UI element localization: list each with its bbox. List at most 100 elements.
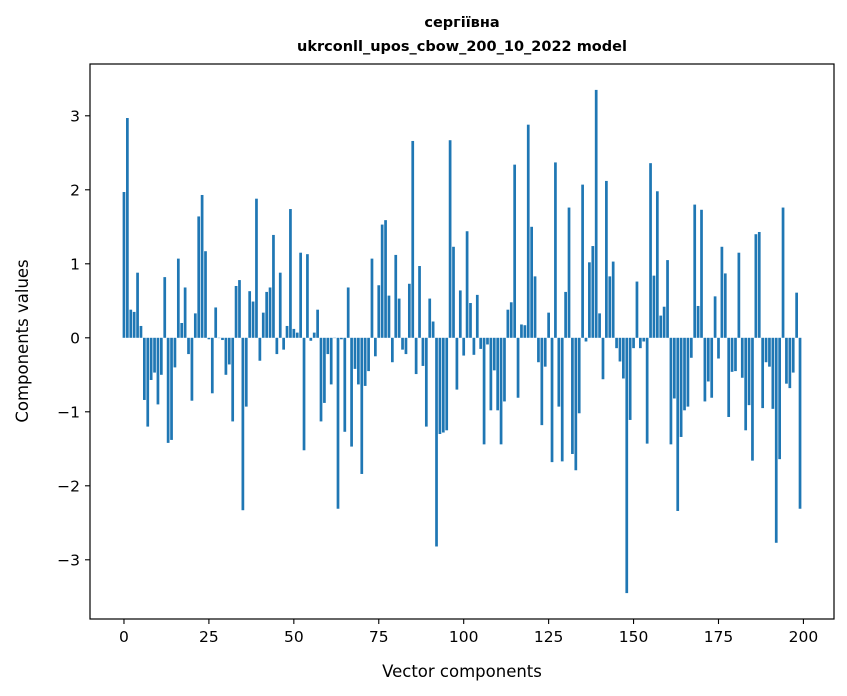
- bar-92: [435, 337, 438, 547]
- bar-36: [244, 337, 248, 407]
- bar-89: [424, 337, 428, 427]
- bar-93: [438, 337, 442, 434]
- bar-185: [751, 337, 754, 461]
- bar-122: [537, 337, 540, 363]
- bar-71: [363, 337, 367, 386]
- bar-151: [635, 281, 639, 338]
- bar-91: [431, 321, 435, 338]
- bar-154: [645, 337, 649, 444]
- bar-41: [261, 312, 265, 338]
- bar-49: [289, 209, 292, 338]
- bar-130: [564, 291, 567, 338]
- bar-13: [166, 337, 170, 443]
- bar-68: [353, 337, 357, 369]
- bar-23: [200, 194, 204, 338]
- bar-107: [486, 337, 489, 345]
- bar-0: [122, 192, 126, 338]
- bar-86: [414, 337, 418, 375]
- bar-170: [700, 209, 703, 338]
- bar-27: [214, 307, 218, 338]
- bar-139: [594, 89, 598, 338]
- bar-87: [418, 266, 421, 338]
- bar-108: [489, 337, 493, 411]
- bar-69: [357, 337, 360, 385]
- y-tick-label: −1: [57, 403, 80, 421]
- bar-169: [696, 305, 700, 338]
- bar-88: [421, 337, 425, 366]
- bar-82: [401, 337, 404, 350]
- bar-144: [611, 261, 615, 338]
- bar-39: [255, 198, 258, 338]
- bar-118: [523, 325, 527, 338]
- bar-127: [554, 162, 557, 338]
- bar-100: [462, 337, 466, 356]
- bar-193: [778, 337, 782, 460]
- bar-65: [343, 337, 347, 432]
- bar-124: [543, 337, 547, 367]
- bar-31: [227, 337, 231, 365]
- bar-51: [295, 332, 299, 338]
- x-axis-ticks: 0 25 50 75 100 125 150 175 200: [119, 619, 818, 646]
- bar-10: [156, 337, 160, 405]
- bar-135: [581, 184, 584, 338]
- bar-161: [669, 337, 673, 445]
- bar-26: [210, 337, 214, 394]
- bar-94: [441, 337, 445, 433]
- bar-133: [574, 337, 578, 471]
- bar-84: [407, 283, 411, 338]
- bar-164: [679, 337, 683, 437]
- bar-189: [764, 337, 768, 363]
- bar-72: [367, 337, 370, 372]
- bar-57: [316, 309, 319, 338]
- bar-158: [659, 315, 663, 338]
- bar-157: [655, 191, 659, 338]
- bar-174: [713, 296, 717, 338]
- bar-120: [530, 226, 534, 338]
- bar-52: [299, 252, 302, 338]
- bar-61: [329, 337, 333, 385]
- bar-4: [136, 272, 139, 338]
- bar-119: [526, 124, 530, 338]
- bar-19: [187, 337, 190, 355]
- bar-128: [557, 337, 561, 407]
- bar-59: [323, 337, 326, 403]
- bar-162: [672, 337, 676, 399]
- bar-177: [723, 273, 727, 338]
- bar-1: [126, 118, 129, 338]
- bar-141: [601, 337, 605, 380]
- bar-132: [571, 337, 574, 454]
- bar-16: [176, 258, 180, 338]
- bar-194: [781, 207, 785, 338]
- bar-83: [404, 337, 408, 355]
- bar-187: [757, 231, 761, 338]
- bar-101: [465, 231, 469, 338]
- bar-131: [567, 207, 571, 338]
- bar-9: [153, 337, 156, 373]
- bar-110: [496, 337, 500, 411]
- bar-47: [282, 337, 286, 350]
- bar-165: [683, 337, 686, 411]
- bar-15: [173, 337, 177, 368]
- bar-43: [268, 287, 272, 338]
- bar-111: [499, 337, 503, 445]
- bar-11: [159, 337, 163, 375]
- bar-140: [598, 313, 601, 338]
- bar-81: [397, 298, 401, 338]
- bar-98: [455, 337, 459, 390]
- bar-17: [180, 323, 184, 338]
- bar-63: [336, 337, 340, 509]
- bar-155: [649, 163, 652, 338]
- bar-102: [469, 303, 472, 338]
- x-tick-label: 100: [449, 628, 479, 646]
- bar-137: [588, 262, 591, 338]
- y-tick-label: −3: [57, 551, 80, 569]
- bar-129: [560, 337, 564, 462]
- bar-95: [445, 337, 449, 431]
- bar-180: [734, 337, 737, 372]
- bar-147: [622, 337, 625, 379]
- bar-46: [278, 272, 282, 338]
- bar-67: [350, 337, 353, 447]
- bars-group: [122, 89, 802, 594]
- bar-116: [516, 337, 520, 398]
